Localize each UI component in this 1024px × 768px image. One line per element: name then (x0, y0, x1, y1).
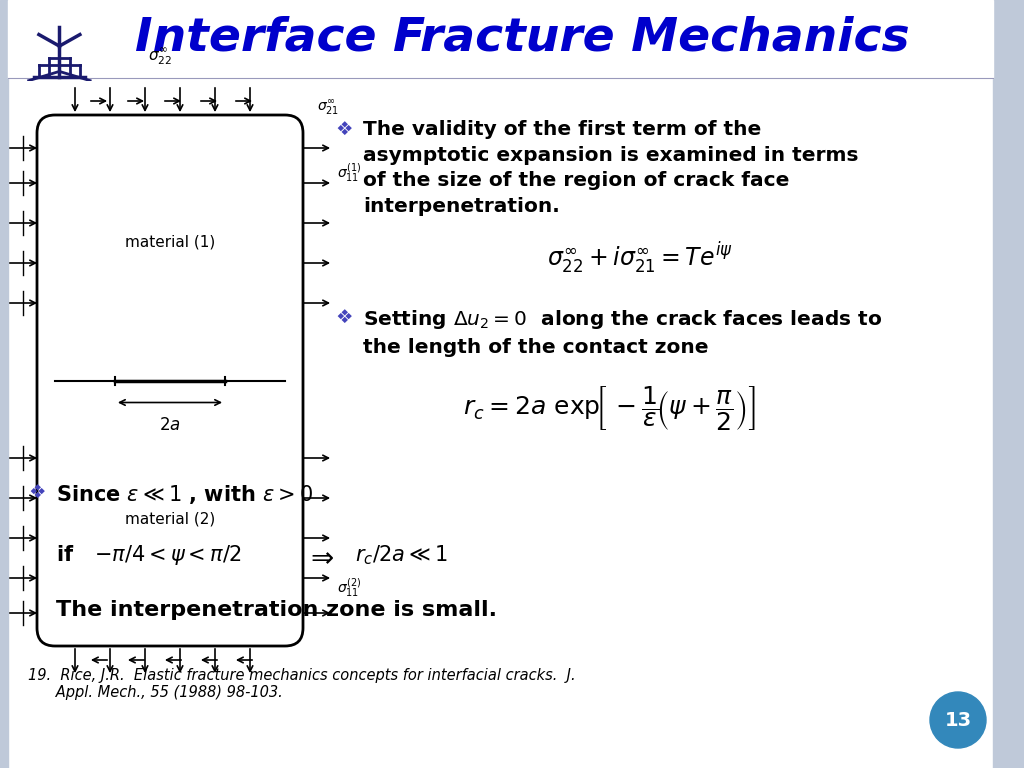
Text: $\Rightarrow$: $\Rightarrow$ (305, 543, 334, 571)
FancyBboxPatch shape (37, 115, 303, 646)
Text: $\sigma_{11}^{(2)}$: $\sigma_{11}^{(2)}$ (337, 577, 361, 599)
Text: 13: 13 (944, 710, 972, 730)
Text: material (2): material (2) (125, 511, 215, 527)
Text: $\sigma_{22}^{\infty}+i\sigma_{21}^{\infty}=Te^{i\psi}$: $\sigma_{22}^{\infty}+i\sigma_{21}^{\inf… (547, 240, 733, 276)
Text: material (1): material (1) (125, 234, 215, 250)
Text: $\sigma_{22}^{\infty}$: $\sigma_{22}^{\infty}$ (147, 47, 172, 68)
Text: Interface Fracture Mechanics: Interface Fracture Mechanics (135, 15, 909, 61)
Text: $2a$: $2a$ (159, 416, 181, 435)
Text: ❖: ❖ (28, 483, 45, 502)
Text: $\sigma_{21}^{\infty}$: $\sigma_{21}^{\infty}$ (317, 99, 339, 118)
Text: Since $\varepsilon\ll1$ , with $\varepsilon>0$: Since $\varepsilon\ll1$ , with $\varepsi… (56, 483, 313, 506)
Text: ❖: ❖ (335, 120, 352, 139)
Text: $r_c/2a\ll1$: $r_c/2a\ll1$ (355, 543, 447, 567)
Text: $r_c = 2a\ \mathrm{exp}\!\left[\,-\dfrac{1}{\varepsilon}\!\left(\psi+\dfrac{\pi}: $r_c = 2a\ \mathrm{exp}\!\left[\,-\dfrac… (464, 384, 757, 432)
Bar (8, 0, 993, 78)
Bar (0, 0, 8, 768)
Text: if   $-\pi/4<\psi<\pi/2$: if $-\pi/4<\psi<\pi/2$ (56, 543, 242, 567)
Text: 19.  Rice, J.R.  Elastic fracture mechanics concepts for interfacial cracks.  J.: 19. Rice, J.R. Elastic fracture mechanic… (28, 668, 575, 700)
Text: Setting $\Delta u_2=0$  along the crack faces leads to
the length of the contact: Setting $\Delta u_2=0$ along the crack f… (362, 308, 882, 357)
Circle shape (930, 692, 986, 748)
Text: $\sigma_{11}^{(1)}$: $\sigma_{11}^{(1)}$ (337, 162, 361, 184)
Text: The validity of the first term of the
asymptotic expansion is examined in terms
: The validity of the first term of the as… (362, 120, 858, 217)
Text: ❖: ❖ (335, 308, 352, 327)
Text: The interpenetration zone is small.: The interpenetration zone is small. (56, 600, 497, 620)
Bar (993, 0, 1024, 768)
